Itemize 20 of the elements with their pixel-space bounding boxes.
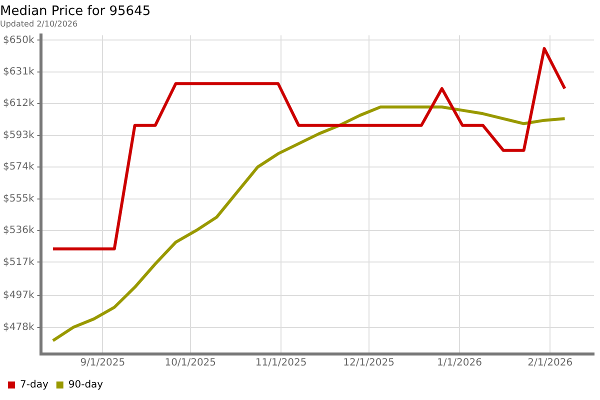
x-tick-label: 9/1/2025	[80, 358, 126, 369]
x-tick-label: 2/1/2026	[528, 358, 573, 369]
x-tick-label: 1/1/2026	[437, 358, 482, 369]
y-tick-label: $612k	[2, 98, 34, 110]
x-tick-label: 10/1/2025	[164, 358, 216, 369]
y-tick-label: $536k	[2, 225, 34, 236]
y-tick-label: $574k	[2, 162, 34, 173]
y-tick-label: $497k	[2, 290, 34, 302]
y-tick-label: $478k	[2, 322, 34, 333]
y-tick-label: $517k	[2, 256, 34, 268]
x-tick-label: 11/1/2025	[255, 358, 307, 369]
y-tick-label: $593k	[2, 130, 34, 141]
y-tick-label: $631k	[2, 66, 34, 78]
y-tick-label: $650k	[2, 34, 34, 46]
chart-title: Median Price for 95645	[0, 4, 151, 20]
y-tick-label: $555k	[2, 193, 34, 204]
x-tick-label: 12/1/2025	[343, 358, 394, 369]
chart-subtitle: Updated 2/10/2026	[0, 19, 78, 28]
legend-label: 90-day	[68, 380, 104, 391]
legend-label: 7-day	[20, 380, 48, 391]
